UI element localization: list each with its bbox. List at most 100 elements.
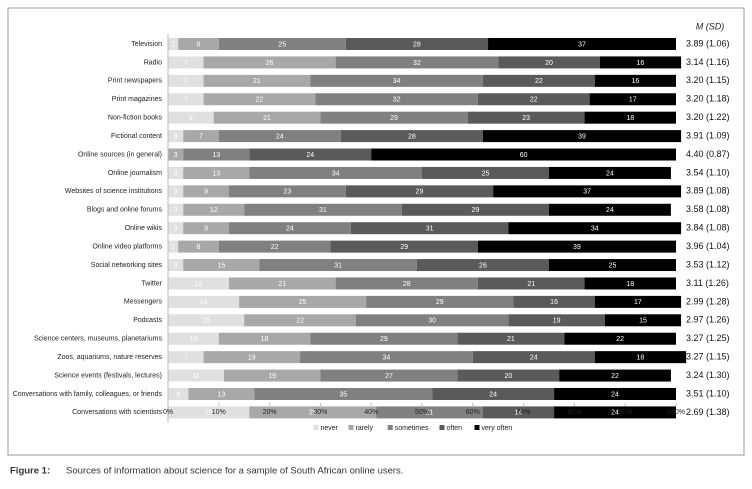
- segment-label: 15: [202, 318, 210, 325]
- segment-label: 14: [515, 410, 523, 417]
- segment-label: 2: [171, 244, 175, 251]
- category-label: Twitter: [141, 280, 162, 287]
- stat-value: 2.97 (1.26): [686, 315, 730, 325]
- bar-segment: [508, 314, 605, 327]
- bar-segment: [422, 166, 549, 179]
- segment-label: 27: [385, 373, 393, 380]
- segment-label: 12: [210, 207, 218, 214]
- stat-value: 3.89 (1.06): [686, 38, 730, 48]
- segment-label: 22: [616, 336, 624, 343]
- bar-segment: [416, 259, 549, 272]
- segment-label: 22: [296, 318, 304, 325]
- segment-label: 22: [611, 373, 619, 380]
- stat-value: 3.24 (1.30): [686, 370, 730, 380]
- segment-label: 22: [271, 244, 279, 251]
- segment-label: 29: [471, 207, 479, 214]
- bar-segment: [457, 332, 565, 345]
- segment-label: 3: [174, 133, 178, 140]
- segment-label: 3: [174, 226, 178, 233]
- segment-label: 15: [217, 262, 225, 269]
- segment-label: 8: [197, 244, 201, 251]
- category-label: Conversations with scientists: [72, 409, 162, 416]
- x-tick-label: 40%: [364, 409, 378, 416]
- segment-label: 34: [393, 78, 401, 85]
- stat-header: M (SD): [696, 21, 725, 31]
- stat-value: 3.91 (1.09): [686, 130, 730, 140]
- segment-label: 16: [205, 410, 213, 417]
- segment-label: 18: [261, 336, 269, 343]
- category-label: Online wikis: [125, 225, 163, 232]
- segment-label: 31: [334, 262, 342, 269]
- segment-label: 18: [626, 281, 634, 288]
- stat-value: 3.11 (1.26): [686, 278, 729, 288]
- segment-label: 18: [626, 115, 634, 122]
- bar-segment: [178, 240, 219, 253]
- category-label: Podcasts: [133, 317, 162, 324]
- category-label: Conversations with family, colleagues, o…: [13, 391, 163, 398]
- stat-value: 3.53 (1.12): [686, 259, 730, 269]
- category-label: Radio: [144, 59, 162, 66]
- stat-value: 3.27 (1.25): [686, 333, 730, 343]
- segment-label: 11: [192, 373, 199, 380]
- bar-segment: [564, 332, 676, 345]
- stat-value: 3.20 (1.22): [686, 112, 730, 122]
- bar-segment: [218, 240, 331, 253]
- segment-label: 60: [520, 152, 528, 159]
- bar-segment: [168, 259, 184, 272]
- bar-segment: [594, 74, 676, 87]
- stat-value: 3.89 (1.08): [686, 186, 730, 196]
- bar-segment: [168, 240, 179, 253]
- category-label: Online journalism: [108, 170, 162, 177]
- bar-segment: [508, 222, 682, 235]
- segment-label: 37: [583, 189, 591, 196]
- legend-label: often: [447, 425, 463, 432]
- stat-value: 3.20 (1.15): [686, 75, 730, 85]
- segment-label: 19: [553, 318, 561, 325]
- segment-label: 7: [199, 133, 203, 140]
- legend-swatch: [348, 425, 354, 430]
- bar-segment: [249, 166, 422, 179]
- segment-label: 23: [283, 189, 291, 196]
- category-label: Science centers, museums, planetariums: [34, 336, 162, 343]
- segment-label: 21: [507, 336, 515, 343]
- segment-label: 24: [606, 207, 614, 214]
- segment-label: 26: [479, 262, 487, 269]
- bar-segment: [477, 240, 676, 253]
- segment-label: 21: [426, 410, 434, 417]
- bar-segment: [350, 222, 509, 235]
- segment-label: 25: [482, 170, 490, 177]
- category-label: Print newspapers: [108, 78, 163, 85]
- bar-segment: [183, 185, 229, 198]
- bar-segment: [183, 222, 229, 235]
- bar-segment: [340, 130, 483, 143]
- segment-label: 15: [639, 318, 647, 325]
- legend-label: rarely: [356, 425, 374, 432]
- x-tick-label: 20%: [263, 409, 277, 416]
- stat-value: 3.14 (1.16): [686, 57, 730, 67]
- bar-segment: [168, 148, 184, 161]
- bar-segment: [168, 387, 189, 400]
- bar-segment: [584, 277, 676, 290]
- category-label: Fictional content: [111, 133, 162, 140]
- bar-segment: [168, 56, 204, 69]
- bar-segment: [330, 240, 478, 253]
- bar-segment: [168, 93, 204, 106]
- segment-label: 29: [400, 244, 408, 251]
- segment-label: 28: [408, 133, 416, 140]
- legend-label: sometimes: [395, 425, 429, 432]
- bar-segment: [168, 74, 204, 87]
- category-label: Websites of science institutions: [65, 188, 163, 195]
- bar-segment: [482, 130, 682, 143]
- category-label: Social networking sites: [91, 262, 163, 269]
- segment-label: 37: [578, 41, 586, 48]
- segment-label: 16: [637, 60, 645, 67]
- bar-segment: [168, 369, 224, 382]
- bar-segment: [366, 295, 514, 308]
- bar-segment: [376, 406, 483, 419]
- segment-label: 31: [319, 207, 327, 214]
- bar-segment: [335, 56, 499, 69]
- stat-value: 3.96 (1.04): [686, 241, 730, 251]
- x-tick-label: 30%: [313, 409, 327, 416]
- x-tick-label: 80%: [567, 409, 581, 416]
